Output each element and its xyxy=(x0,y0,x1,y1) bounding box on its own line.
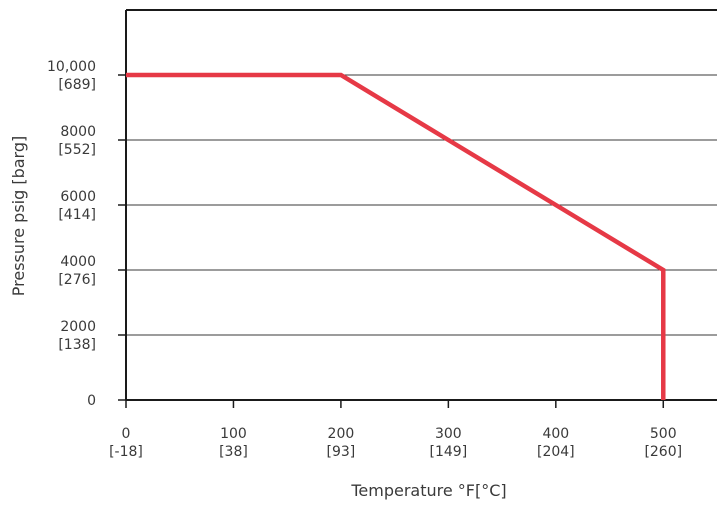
grid-lines xyxy=(126,74,717,336)
y-tick-labels: 0 2000 [138] 4000 [276] 6000 [414] 8000 [552] 10,… xyxy=(47,59,96,409)
y-tick-sublabel-6000: [414] xyxy=(58,207,96,223)
x-tick-label-500: 500 xyxy=(650,426,677,442)
y-tick-sublabel-8000: [552] xyxy=(58,142,96,158)
x-tick-labels: 0 [-18] 100 [38] 200 [93] 300 [149] 400 [204] 500 [… xyxy=(109,426,682,460)
y-tick-label-8000: 8000 xyxy=(60,124,96,140)
x-tick-label-100: 100 xyxy=(220,426,247,442)
x-tick-label-400: 400 xyxy=(542,426,569,442)
y-tick-label-10000: 10,000 xyxy=(47,59,96,75)
axes xyxy=(118,9,717,408)
x-axis-title: Temperature °F[°C] xyxy=(350,481,506,500)
y-tick-label-4000: 4000 xyxy=(60,254,96,270)
x-tick-sublabel-0: [-18] xyxy=(109,444,143,460)
y-tick-sublabel-10000: [689] xyxy=(58,77,96,93)
y-axis-title: Pressure psig [barg] xyxy=(9,136,28,296)
x-tick-label-0: 0 xyxy=(122,426,131,442)
x-tick-sublabel-200: [93] xyxy=(327,444,356,460)
series-layer xyxy=(126,72,666,400)
x-tick-sublabel-400: [204] xyxy=(537,444,575,460)
x-tick-label-300: 300 xyxy=(435,426,462,442)
y-tick-sublabel-4000: [276] xyxy=(58,272,96,288)
series-line-0 xyxy=(126,72,666,400)
y-tick-label-2000: 2000 xyxy=(60,319,96,335)
x-tick-sublabel-100: [38] xyxy=(219,444,248,460)
y-tick-label-0: 0 xyxy=(87,393,96,409)
y-tick-label-6000: 6000 xyxy=(60,189,96,205)
x-tick-sublabel-300: [149] xyxy=(430,444,468,460)
y-tick-sublabel-2000: [138] xyxy=(58,337,96,353)
x-tick-label-200: 200 xyxy=(328,426,355,442)
x-tick-sublabel-500: [260] xyxy=(644,444,682,460)
